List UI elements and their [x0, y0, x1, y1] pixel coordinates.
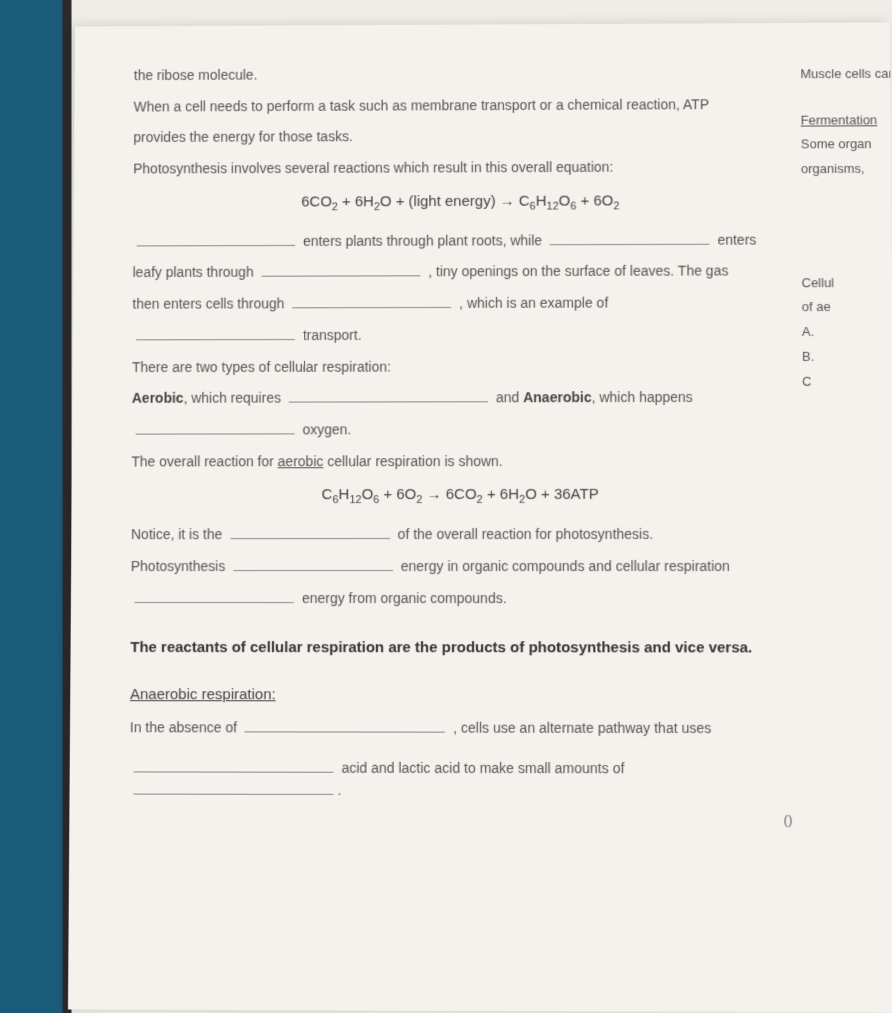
text: The overall reaction for [131, 453, 273, 469]
fill-line: then enters cells through , which is an … [132, 292, 789, 315]
text: of the overall reaction for photosynthes… [398, 526, 654, 542]
text: , which requires [184, 390, 281, 406]
blank-field[interactable] [292, 294, 451, 308]
blank-field[interactable] [134, 758, 334, 772]
fill-line: Notice, it is the of the overall reactio… [131, 524, 791, 546]
blank-field[interactable] [245, 719, 445, 733]
text: , tiny openings on the surface of leaves… [428, 263, 728, 280]
fill-line: In the absence of , cells use an alterna… [130, 718, 792, 741]
cut-text: of ae [802, 295, 892, 320]
worksheet-page: Muscle cells car Fermentation Some organ… [68, 23, 892, 1013]
cut-text: Muscle cells car [800, 62, 890, 87]
blank-field[interactable] [136, 326, 295, 340]
blank-field[interactable] [230, 525, 390, 539]
text: leafy plants through [133, 264, 254, 280]
text: cellular respiration is shown. [327, 453, 502, 469]
fill-line: Photosynthesis energy in organic compoun… [131, 556, 791, 578]
text: , which happens [592, 389, 693, 405]
fill-line: transport. [132, 324, 790, 347]
text: then enters cells through [132, 296, 284, 312]
fill-line: Aerobic, which requires and Anaerobic, w… [132, 387, 790, 410]
term-anaerobic: Anaerobic [523, 389, 591, 405]
text-line: provides the energy for those tasks. [133, 125, 788, 149]
blank-field[interactable] [289, 389, 488, 403]
text: , which is an example of [459, 295, 608, 311]
equation-photosynthesis: 6CO2 + 6H2O + (light energy) → C6H12O6 +… [133, 192, 789, 214]
text: transport. [303, 327, 362, 343]
text: Photosynthesis [131, 558, 226, 574]
text-line: When a cell needs to perform a task such… [134, 94, 789, 118]
text-line: Photosynthesis involves several reaction… [133, 156, 789, 180]
cut-text: C [802, 369, 892, 394]
fill-line: oxygen. [132, 419, 791, 441]
right-column-cutoff: Muscle cells car Fermentation Some organ… [800, 62, 892, 394]
blank-field[interactable] [261, 263, 420, 277]
term-aerobic-underlined: aerobic [278, 453, 324, 469]
cut-text: A. [802, 320, 892, 345]
cut-text: Fermentation [801, 108, 891, 133]
fill-line: energy from organic compounds. [131, 588, 792, 610]
text: energy from organic compounds. [302, 590, 507, 606]
blank-field[interactable] [137, 232, 296, 246]
text: Notice, it is the [131, 526, 222, 542]
blank-field[interactable] [136, 420, 295, 434]
text: In the absence of [130, 720, 237, 736]
cut-text: B. [802, 345, 892, 370]
blank-field[interactable] [550, 231, 710, 245]
section-anaerobic: Anaerobic respiration: [130, 686, 792, 704]
text-line: The overall reaction for aerobic cellula… [131, 450, 790, 472]
text: energy in organic compounds and cellular… [401, 558, 730, 574]
blank-field[interactable] [133, 780, 333, 794]
fill-line: enters plants through plant roots, while… [133, 229, 790, 252]
text: acid and lactic acid to make small amoun… [341, 760, 624, 777]
text: enters plants through plant roots, while [303, 232, 542, 249]
page-mark: () [129, 811, 792, 828]
text: and [496, 389, 519, 405]
term-aerobic: Aerobic [132, 390, 184, 406]
blank-field[interactable] [233, 557, 393, 571]
text: enters [717, 231, 756, 247]
fill-line: leafy plants through , tiny openings on … [133, 261, 790, 284]
text: oxygen. [302, 421, 351, 437]
fill-line: acid and lactic acid to make small amoun… [129, 757, 792, 802]
blank-field[interactable] [135, 589, 295, 603]
text: , cells use an alternate pathway that us… [453, 720, 711, 736]
equation-respiration: C6H12O6 + 6O2 → 6CO2 + 6H2O + 36ATP [131, 486, 791, 506]
summary-statement: The reactants of cellular respiration ar… [130, 639, 791, 656]
text-line: the ribose molecule. [134, 62, 789, 86]
cut-text: Some organ [801, 133, 891, 158]
cut-text: organisms, [801, 157, 891, 182]
text-line: There are two types of cellular respirat… [132, 355, 790, 378]
cut-text: Cellul [801, 271, 891, 296]
